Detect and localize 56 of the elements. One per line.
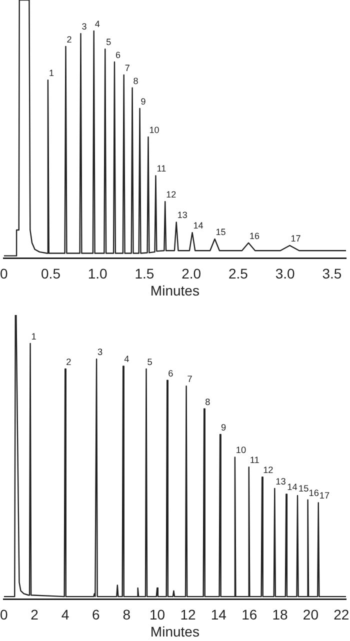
annotation: 2 bbox=[66, 34, 72, 44]
x-axis-title: Minutes bbox=[150, 623, 200, 640]
annotation: 11 bbox=[156, 164, 166, 174]
annotation: 2 bbox=[66, 356, 72, 367]
x-tick-label: 20 bbox=[302, 606, 319, 623]
x-tick-label: 22 bbox=[334, 606, 350, 623]
x-tick-label: 3.0 bbox=[275, 266, 296, 282]
x-tick-label: 2.0 bbox=[182, 266, 202, 282]
x-tick-label: 0.5 bbox=[41, 266, 61, 282]
annotation: 4 bbox=[94, 18, 100, 29]
annotation: 1 bbox=[48, 68, 54, 78]
annotation: 3 bbox=[98, 347, 103, 358]
annotation: 7 bbox=[187, 374, 192, 384]
x-axis-title: Minutes bbox=[150, 282, 200, 298]
annotation: 4 bbox=[124, 354, 130, 364]
x-tick-label: 12 bbox=[180, 606, 196, 623]
annotation: 8 bbox=[205, 396, 210, 407]
annotation: 5 bbox=[147, 356, 152, 367]
annotation: 6 bbox=[115, 50, 121, 60]
x-tick-label: 3.5 bbox=[322, 266, 342, 282]
annotation: 17 bbox=[319, 490, 330, 501]
annotation: 5 bbox=[106, 37, 112, 48]
annotation: 16 bbox=[308, 488, 319, 498]
x-tick-label: 1.5 bbox=[134, 266, 154, 282]
x-tick-label: 2 bbox=[30, 606, 39, 623]
x-tick-label: 6 bbox=[92, 606, 100, 623]
annotation: 8 bbox=[133, 76, 138, 86]
annotation: 17 bbox=[290, 233, 301, 244]
annotation: 15 bbox=[216, 227, 226, 238]
x-tick-label: 1.0 bbox=[88, 266, 108, 282]
x-tick-label: 16 bbox=[242, 606, 258, 623]
annotation: 13 bbox=[276, 476, 286, 486]
x-tick-label: 14 bbox=[210, 606, 227, 623]
annotation: 9 bbox=[140, 96, 146, 107]
x-tick-label: 10 bbox=[150, 606, 166, 623]
x-tick-label: 0 bbox=[0, 606, 8, 623]
annotation: 7 bbox=[124, 62, 130, 73]
x-tick-label: 0 bbox=[0, 266, 8, 282]
annotation: 14 bbox=[193, 220, 204, 231]
annotation: 14 bbox=[287, 482, 298, 492]
annotation: 15 bbox=[298, 484, 309, 494]
annotation: 10 bbox=[149, 124, 160, 135]
annotation: 11 bbox=[250, 455, 260, 466]
x-tick-label: 4 bbox=[61, 606, 70, 623]
annotation: 12 bbox=[263, 465, 274, 476]
annotation: 12 bbox=[166, 190, 176, 200]
annotation: 10 bbox=[236, 445, 246, 456]
annotation: 16 bbox=[250, 230, 260, 241]
annotation: 1 bbox=[31, 331, 36, 342]
annotation: 6 bbox=[168, 368, 174, 378]
x-tick-label: 2.5 bbox=[228, 266, 248, 282]
x-tick-label: 18 bbox=[272, 606, 288, 623]
annotation: 3 bbox=[82, 22, 87, 32]
x-tick-label: 8 bbox=[122, 606, 131, 623]
annotation: 13 bbox=[177, 210, 188, 220]
annotation: 9 bbox=[221, 422, 226, 432]
